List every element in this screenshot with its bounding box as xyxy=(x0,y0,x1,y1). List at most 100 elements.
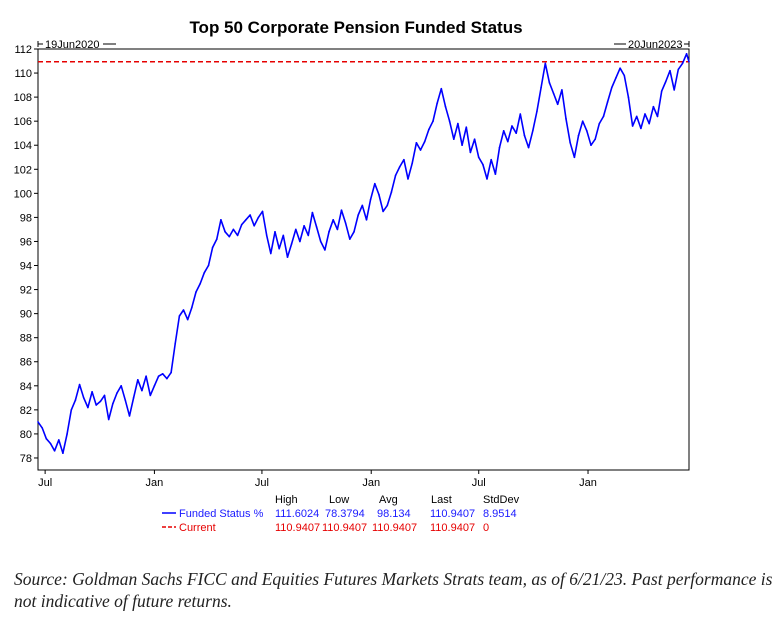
funded-status-point xyxy=(141,389,143,392)
funded-status-point xyxy=(419,149,422,151)
funded-status-point xyxy=(590,144,592,146)
funded-status-point xyxy=(386,204,389,207)
funded-status-point xyxy=(573,156,576,159)
x-tick-label: Jul xyxy=(38,477,52,489)
funded-status-point xyxy=(319,240,322,243)
funded-status-point xyxy=(286,256,289,258)
funded-status-point xyxy=(652,105,655,108)
stats-funded-stddev: 8.9514 xyxy=(483,508,517,520)
funded-status-point xyxy=(87,406,89,409)
y-tick-label: 90 xyxy=(20,309,32,321)
funded-status-point xyxy=(274,231,276,233)
funded-status-point xyxy=(669,69,671,72)
stats-header-last: Last xyxy=(431,494,452,506)
funded-status-point xyxy=(660,90,663,92)
funded-status-point xyxy=(166,377,168,380)
funded-status-point xyxy=(673,89,675,91)
funded-status-point xyxy=(453,138,455,140)
funded-status-point xyxy=(236,234,239,237)
funded-status-point xyxy=(116,392,118,394)
funded-status-point xyxy=(428,128,430,131)
funded-status-point xyxy=(598,122,601,125)
funded-status-point xyxy=(124,399,127,402)
stats-current-stddev: 0 xyxy=(483,522,489,534)
funded-status-point xyxy=(232,228,235,231)
funded-status-point xyxy=(502,130,505,132)
funded-status-point xyxy=(623,74,626,77)
funded-status-point xyxy=(586,130,588,132)
funded-status-point xyxy=(203,271,206,274)
funded-status-point xyxy=(611,86,613,89)
funded-status-point xyxy=(665,80,667,83)
x-tick-label: Jul xyxy=(255,477,269,489)
funded-status-point xyxy=(49,442,52,445)
funded-status-point xyxy=(627,96,630,98)
funded-status-point xyxy=(82,397,85,399)
funded-status-point xyxy=(390,191,393,193)
source-note: Source: Goldman Sachs FICC and Equities … xyxy=(14,569,773,611)
funded-status-point xyxy=(365,219,368,221)
end-date-label: 20Jun2023 xyxy=(628,39,682,51)
stats-header-high: High xyxy=(275,494,298,506)
y-tick-label: 106 xyxy=(14,116,32,128)
funded-status-point xyxy=(282,234,285,237)
stats-current-high: 110.9407 xyxy=(275,522,320,534)
funded-status-point xyxy=(407,178,409,180)
funded-status-point xyxy=(374,182,376,185)
funded-status-point xyxy=(103,394,106,397)
funded-status-point xyxy=(170,371,172,374)
funded-status-point xyxy=(532,130,534,132)
funded-status-point xyxy=(199,282,201,285)
funded-status-point xyxy=(461,144,463,146)
y-tick-label: 102 xyxy=(14,164,32,176)
funded-status-point xyxy=(619,67,621,69)
y-tick-label: 82 xyxy=(20,405,32,417)
y-axis: 78 80 82 84 86 88 90 92 94 96 98 100 102 104 106 108 110… xyxy=(14,44,38,465)
funded-status-point xyxy=(161,373,164,375)
funded-status-point xyxy=(257,216,260,219)
funded-status-point xyxy=(253,225,255,227)
funded-status-point xyxy=(228,235,231,238)
funded-status-line xyxy=(37,53,690,454)
funded-status-point xyxy=(631,125,634,127)
y-tick-label: 86 xyxy=(20,357,32,369)
funded-status-point xyxy=(191,306,193,309)
funded-status-point xyxy=(265,234,268,237)
funded-status-point xyxy=(486,178,488,180)
funded-status-point xyxy=(178,315,181,317)
funded-status-point xyxy=(561,89,563,91)
funded-status-point xyxy=(45,437,48,440)
funded-status-point xyxy=(436,102,439,104)
funded-status-point xyxy=(195,291,197,293)
stats-header-stddev: StdDev xyxy=(483,494,520,506)
y-tick-label: 100 xyxy=(14,188,32,200)
funded-status-point xyxy=(182,309,185,311)
funded-status-point xyxy=(324,249,326,251)
funded-status-point xyxy=(606,101,609,103)
y-tick-label: 96 xyxy=(20,236,32,248)
y-tick-label: 110 xyxy=(14,68,32,80)
funded-status-point xyxy=(457,122,459,125)
funded-status-point xyxy=(261,210,264,213)
y-tick-label: 108 xyxy=(14,92,32,104)
funded-status-point xyxy=(565,118,567,120)
funded-status-point xyxy=(249,214,251,216)
funded-status-point xyxy=(211,246,214,249)
funded-status-point xyxy=(644,113,646,115)
funded-status-point xyxy=(315,226,318,228)
funded-status-point xyxy=(290,243,293,245)
legend-label-funded-status: Funded Status % xyxy=(179,508,264,520)
y-tick-label: 78 xyxy=(20,453,32,465)
funded-status-point xyxy=(336,228,339,231)
funded-status-point xyxy=(688,61,690,63)
funded-status-point xyxy=(224,231,226,233)
funded-status-point xyxy=(207,264,210,267)
funded-status-point xyxy=(415,142,418,144)
funded-status-point xyxy=(511,125,513,127)
funded-status-point xyxy=(157,375,160,378)
plot-frame xyxy=(37,48,690,471)
funded-status-point xyxy=(369,198,372,201)
start-date-label: 19Jun2020 xyxy=(45,39,99,51)
funded-status-point xyxy=(477,156,480,159)
funded-status-point xyxy=(378,193,380,196)
